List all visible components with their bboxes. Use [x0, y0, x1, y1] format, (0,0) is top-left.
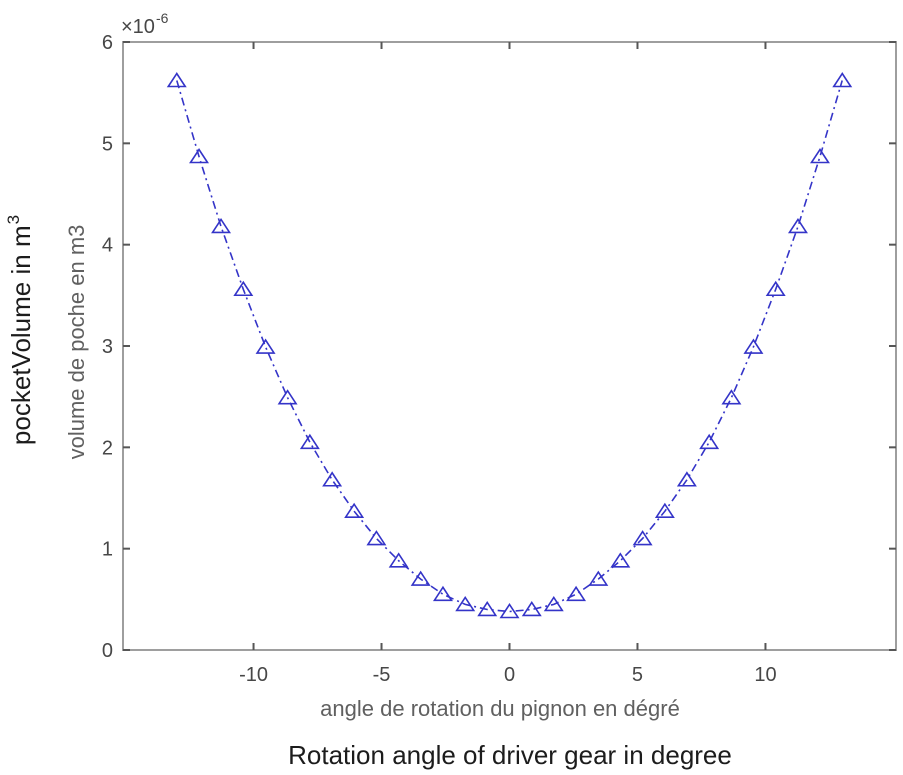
data-point-marker	[366, 530, 387, 546]
data-point-marker	[543, 595, 564, 612]
tick-labels: -10 -5 0 5 10 0 1 2 3 4 5 6	[102, 32, 777, 686]
y-tick-label: 3	[102, 336, 113, 358]
data-point-marker	[632, 530, 653, 546]
data-point-marker	[521, 601, 542, 617]
y-tick-label: 1	[102, 539, 113, 561]
y-tick-label: 0	[102, 640, 113, 662]
data-point-marker	[388, 552, 409, 568]
tick-marks	[123, 41, 896, 651]
data-point-marker	[654, 502, 675, 518]
data-point-marker	[743, 338, 764, 354]
x-axis-label: angle de rotation du pignon en dégré	[320, 696, 680, 721]
data-point-marker	[699, 433, 720, 450]
data-point-marker	[432, 585, 453, 602]
plot-area: -10 -5 0 5 10 0 1 2 3 4 5 6	[102, 32, 897, 686]
data-point-marker	[322, 471, 343, 487]
x-tick-label: 5	[632, 664, 643, 686]
y-axis-exponent: ×10-6	[121, 10, 169, 38]
data-point-marker	[721, 389, 742, 405]
data-point-marker	[166, 72, 187, 88]
data-point-marker	[676, 471, 697, 487]
y-axis-label-outer: pocketVolume in m3	[4, 215, 36, 445]
data-point-marker	[189, 148, 209, 164]
y-tick-label: 5	[102, 133, 113, 155]
x-tick-label: -10	[239, 664, 268, 686]
figure-caption: Rotation angle of driver gear in degree	[288, 740, 732, 770]
data-point-marker	[477, 601, 498, 617]
data-point-marker	[211, 217, 232, 234]
plot-border	[122, 41, 897, 651]
data-series	[166, 72, 853, 619]
data-point-marker	[344, 502, 365, 518]
data-point-marker	[610, 552, 631, 568]
y-tick-label: 6	[102, 32, 113, 54]
data-point-marker	[499, 603, 520, 619]
data-point-marker	[765, 280, 786, 297]
data-point-marker	[410, 570, 431, 586]
y-axis-label-inner: volume de poche en m3	[64, 225, 89, 460]
data-point-marker	[233, 280, 254, 297]
data-point-marker	[277, 389, 298, 405]
data-point-marker	[588, 570, 609, 586]
y-tick-label: 4	[102, 235, 113, 257]
data-point-marker	[787, 217, 808, 234]
data-point-marker	[299, 433, 320, 450]
series-line	[176, 80, 843, 613]
x-tick-label: 0	[504, 664, 515, 686]
data-point-marker	[810, 148, 830, 164]
data-point-marker	[455, 595, 476, 612]
data-point-marker	[832, 72, 853, 88]
x-tick-label: 10	[754, 664, 776, 686]
data-point-marker	[255, 338, 276, 354]
y-tick-label: 2	[102, 437, 113, 459]
x-tick-label: -5	[373, 664, 391, 686]
data-point-marker	[566, 585, 587, 602]
